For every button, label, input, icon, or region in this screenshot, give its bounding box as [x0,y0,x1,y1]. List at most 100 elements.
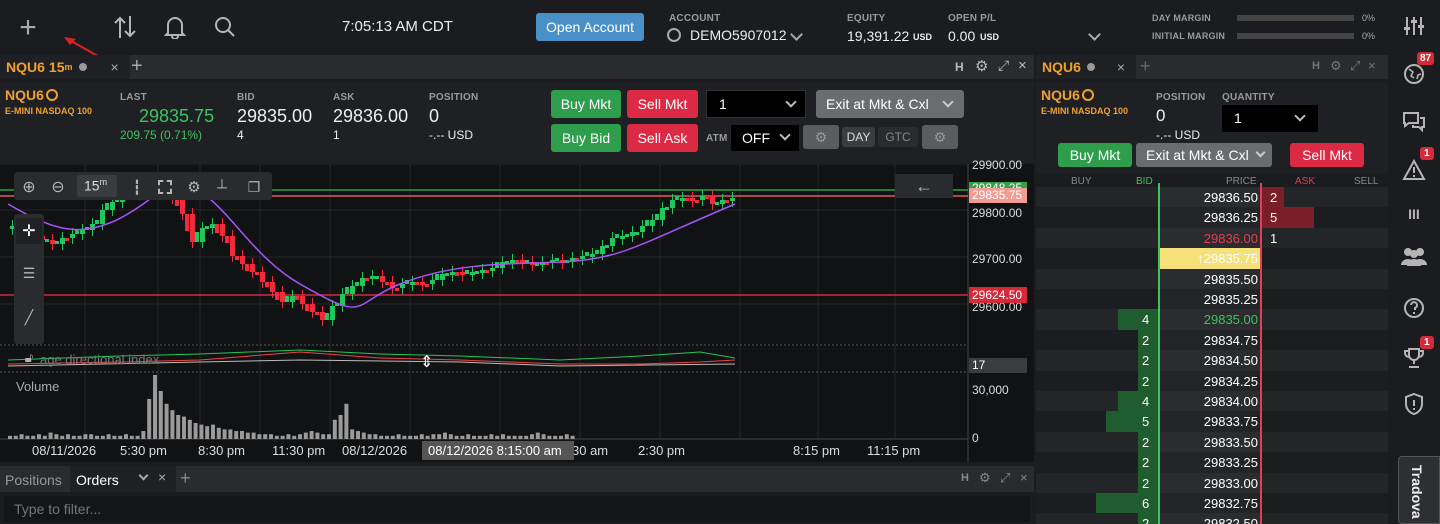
notes-icon[interactable]: ☰ [22,264,36,281]
dom-row[interactable]: 2 29836.50 [1036,187,1388,208]
trophy-icon[interactable] [1402,346,1426,370]
dom-row[interactable]: 2 29833.25 [1036,452,1388,474]
price-level[interactable]: 29833.75 [1203,414,1258,430]
draw-line-icon[interactable]: ╱ [24,308,34,325]
settings-gear-icon[interactable]: ⚙ [1330,58,1342,73]
chevron-down-icon[interactable] [1088,28,1101,41]
dom-row[interactable]: 5 29833.75 [1036,411,1388,433]
sliders-icon[interactable] [1402,14,1426,38]
bid-size[interactable]: 2 [1142,434,1150,450]
exit-mkt-cxl-button[interactable]: Exit at Mkt & Cxl [816,90,964,118]
indicators-icon[interactable]: ┴ [217,179,227,195]
ask-size[interactable]: 1 [1270,230,1278,246]
price-level[interactable]: 29834.75 [1203,332,1258,348]
dom-ladder[interactable]: 2 29836.50 5 29836.25 1 29836.00 ↑29835.75 2983… [1036,183,1388,524]
chevron-down-icon[interactable] [138,470,149,481]
transfer-arrows-icon[interactable] [110,12,140,42]
add-tab-icon[interactable]: + [180,468,191,488]
chevron-down-icon[interactable] [1255,147,1266,158]
chat-icon[interactable] [1402,110,1426,134]
bid-size[interactable]: 2 [1142,516,1150,524]
close-tab-icon[interactable]: × [110,59,119,75]
add-icon[interactable]: + [19,11,37,44]
header-toggle[interactable]: H [961,472,969,484]
bid-size[interactable]: 4 [1142,312,1150,328]
tab-positions[interactable]: Positions [5,472,62,488]
ask-size[interactable]: 5 [1270,210,1278,226]
dom-sell-mkt-button[interactable]: Sell Mkt [1290,143,1364,167]
select-region-icon[interactable] [154,176,176,198]
price-level[interactable]: 29835.25 [1203,292,1258,307]
price-level[interactable]: 29836.00 [1203,230,1258,246]
price-chart[interactable]: ⊕ ⊖ 15m ┇ ⚙ ┴ ❐ ✛ ☰ ╱ 🔓︎ ← age direction… [0,158,1034,462]
dom-row[interactable]: 6 29832.75 [1036,493,1388,514]
close-icon[interactable]: × [1368,58,1376,73]
globe-icon[interactable] [1402,62,1426,86]
price-level[interactable]: 29836.50 [1203,190,1258,205]
shield-icon[interactable] [1402,392,1426,416]
price-level[interactable]: 29833.50 [1203,434,1258,450]
tab-orders[interactable]: Orders × [70,466,176,492]
day-toggle[interactable]: DAY [842,127,875,147]
add-tab-icon[interactable]: + [1140,56,1151,76]
dom-row[interactable]: 29835.50 [1036,268,1388,290]
bid-size[interactable]: 2 [1142,332,1150,348]
help-icon[interactable] [1402,296,1426,320]
bid-size[interactable]: 5 [1142,414,1150,430]
price-level[interactable]: 29835.50 [1203,271,1258,287]
popout-icon[interactable]: ⤢ [998,57,1010,73]
dom-row[interactable]: 1 29836.00 [1036,227,1388,249]
chart-settings-icon[interactable]: ⚙ [187,179,201,196]
chart-canvas[interactable] [0,164,1034,462]
lock-icon[interactable]: 🔓︎ [24,350,34,365]
dom-row[interactable]: ↑29835.75 [1036,248,1388,270]
crosshair-icon[interactable]: ✛ [16,218,42,244]
account-select[interactable]: DEMO5907012 [690,27,787,43]
sell-ask-button[interactable]: Sell Ask [627,124,698,152]
bid-size[interactable]: 4 [1142,394,1150,409]
header-toggle[interactable]: H [1312,60,1320,72]
quantity-input[interactable]: 1 [706,90,806,118]
dom-row[interactable]: 2 29833.50 [1036,431,1388,453]
popout-icon[interactable]: ⤢ [1350,58,1361,73]
close-tab-icon[interactable]: × [1116,59,1126,75]
dom-row[interactable]: 2 29832.50 [1036,513,1388,524]
filter-input[interactable] [4,496,1030,522]
dom-row[interactable]: 4 29835.00 [1036,309,1388,331]
dom-row[interactable]: 2 29834.50 [1036,350,1388,372]
price-level[interactable]: 29836.25 [1203,210,1258,226]
symbol[interactable]: NQU6 [5,87,44,103]
price-level[interactable]: 29834.50 [1203,353,1258,369]
price-level[interactable]: ↑29835.75 [1197,251,1258,267]
price-level[interactable]: 29835.00 [1203,312,1258,328]
dom-row[interactable]: 4 29834.00 [1036,391,1388,412]
bid-size[interactable]: 2 [1142,475,1150,491]
gtc-toggle[interactable]: GTC [878,127,918,147]
buy-bid-button[interactable]: Buy Bid [551,124,621,152]
dom-symbol[interactable]: NQU6 [1041,87,1080,103]
zoom-in-icon[interactable]: ⊕ [22,179,36,196]
close-icon[interactable]: × [1018,57,1027,74]
zoom-out-icon[interactable]: ⊖ [51,179,65,196]
dom-row[interactable]: 2 29833.00 [1036,472,1388,494]
chart-tab[interactable]: NQU6 15 m × [0,55,130,79]
interval-select[interactable]: 15m [77,175,117,197]
chevron-down-icon[interactable] [779,129,791,141]
atm-settings-button[interactable]: ⚙ [803,125,839,149]
scroll-to-latest-button[interactable]: ← [895,174,953,198]
buy-mkt-button[interactable]: Buy Mkt [551,90,621,118]
price-level[interactable]: 29833.25 [1203,455,1258,471]
settings-gear-icon[interactable]: ⚙ [975,58,989,75]
header-toggle[interactable]: H [955,60,964,74]
brand-side-tab[interactable]: Tradova [1398,456,1440,524]
price-level[interactable]: 29834.00 [1203,394,1258,409]
close-icon[interactable]: × [1020,470,1028,485]
atm-select[interactable]: OFF [731,125,799,151]
dom-row[interactable]: 2 29834.25 [1036,370,1388,392]
bid-size[interactable]: 2 [1142,373,1150,389]
bid-size[interactable]: 2 [1142,353,1150,369]
sell-mkt-button[interactable]: Sell Mkt [627,90,698,118]
close-tab-icon[interactable]: × [158,469,167,485]
price-level[interactable]: 29832.75 [1203,496,1258,511]
chevron-down-icon[interactable] [790,28,803,41]
